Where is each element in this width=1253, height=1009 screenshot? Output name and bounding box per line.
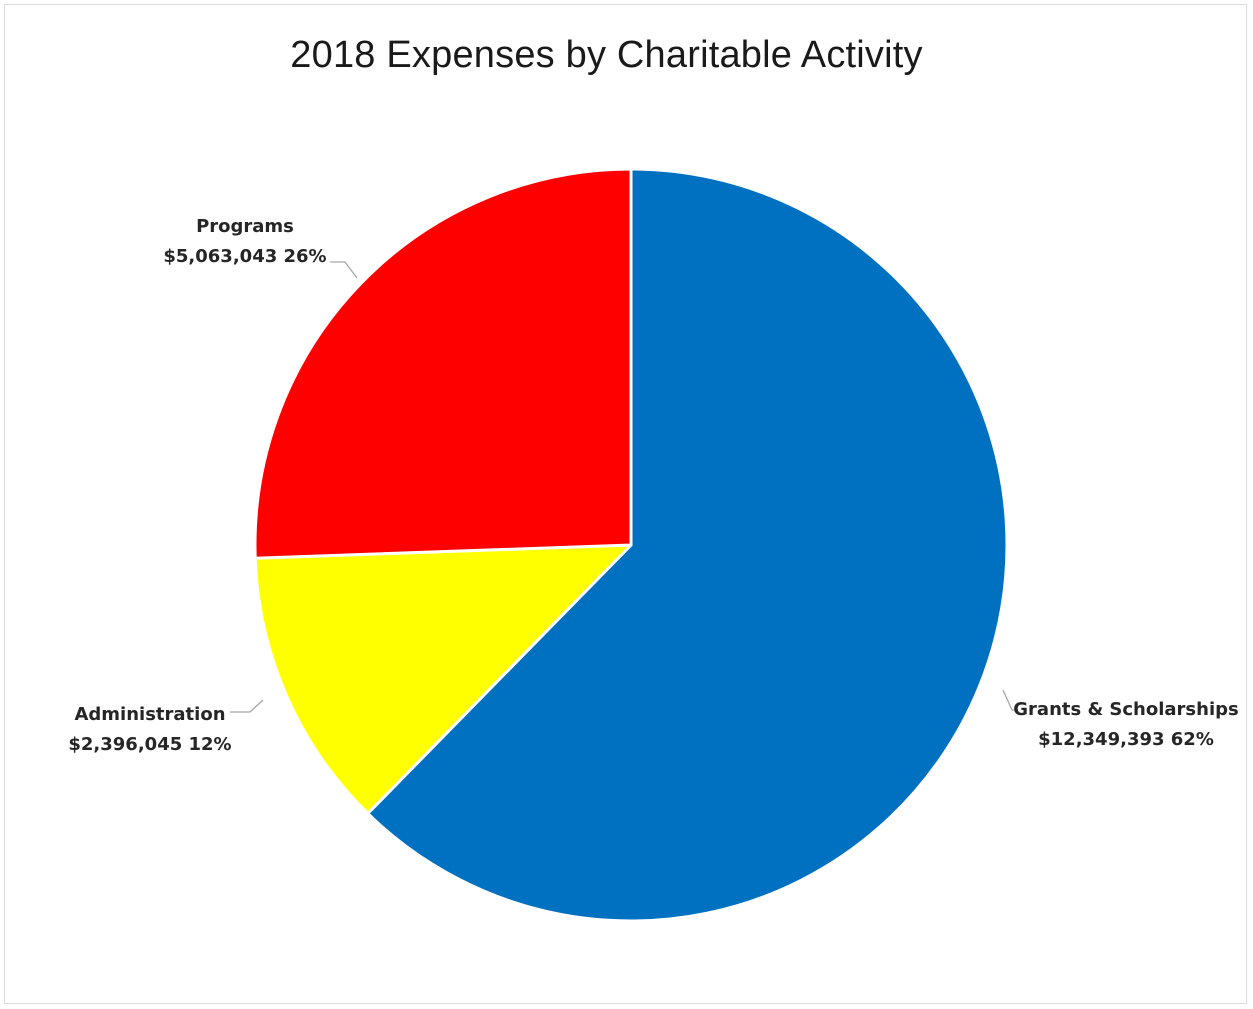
data-label-value-programs: $5,063,043 26% <box>163 246 326 267</box>
data-labels: Grants & Scholarships $12,349,393 62% Admi… <box>68 216 1238 755</box>
data-label-name-administration: Administration <box>74 704 225 725</box>
pie-slices <box>253 167 1009 923</box>
leader-lines <box>230 261 1018 713</box>
data-label-name-programs: Programs <box>196 216 294 237</box>
data-label-value-grants-and-scholarships: $12,349,393 62% <box>1038 729 1214 750</box>
pie-slice-administration <box>253 543 633 815</box>
data-label-value-administration: $2,396,045 12% <box>68 734 231 755</box>
chart-title: 2018 Expenses by Charitable Activity <box>290 34 923 76</box>
pie-slice-programs <box>253 167 633 560</box>
leader-line-administration <box>230 699 264 713</box>
leader-line-programs <box>330 261 358 279</box>
leader-line-grants-and-scholarships <box>1002 689 1018 711</box>
pie-slice-grants-and-scholarships <box>366 167 1009 923</box>
data-label-name-grants-and-scholarships: Grants & Scholarships <box>1013 699 1238 720</box>
